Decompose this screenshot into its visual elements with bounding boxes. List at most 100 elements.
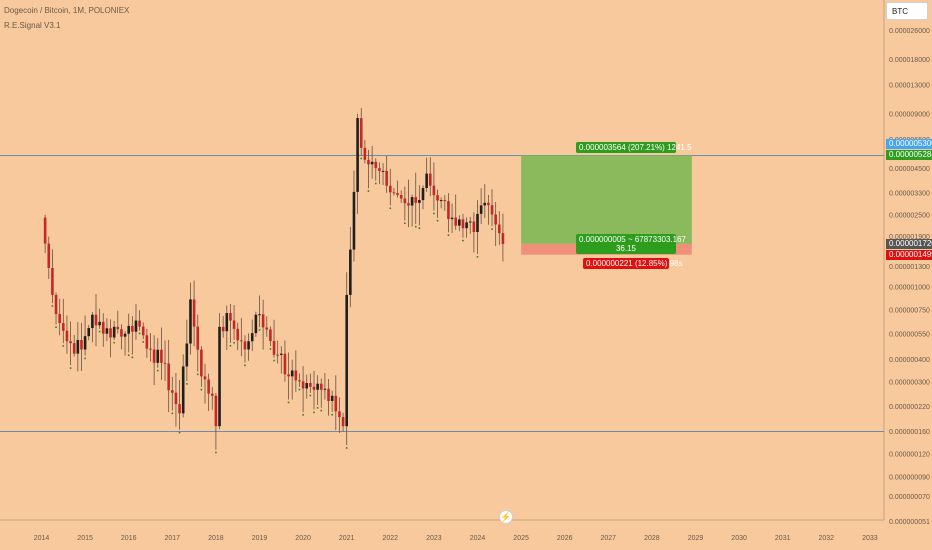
candle-body: [479, 205, 483, 214]
x-tick-label: 2033: [862, 535, 878, 542]
candle-body: [407, 203, 410, 206]
x-tick-label: 2020: [295, 535, 311, 542]
candle-body: [207, 379, 210, 394]
y-tick-label: 0.000009000: [889, 112, 930, 119]
x-tick-label: 2024: [470, 535, 486, 542]
candle-body: [254, 314, 258, 334]
signal-dot: [142, 341, 145, 343]
candle-body: [312, 386, 316, 390]
candle-body: [476, 213, 479, 233]
candle-body: [472, 221, 476, 233]
signal-dot: [200, 388, 203, 391]
candle-body: [323, 388, 327, 390]
signal-dot: [313, 411, 315, 414]
candle-body: [309, 383, 312, 387]
x-tick-label: 2014: [34, 535, 50, 542]
signal-dot: [462, 239, 464, 242]
candle-body: [47, 243, 51, 268]
x-tick-label: 2029: [688, 535, 704, 542]
candle-body: [243, 341, 247, 350]
signal-dot: [178, 431, 181, 434]
candle-body: [250, 333, 254, 342]
y-tick-label: 0.000001000: [889, 285, 930, 292]
candle-body: [69, 341, 72, 344]
y-tick-label: 0.000000400: [889, 357, 930, 364]
signal-dot: [131, 356, 134, 359]
lightning-icon[interactable]: ⚡: [499, 510, 513, 524]
signal-dot: [433, 212, 435, 215]
signal-dot: [418, 227, 421, 229]
y-tick-label: 0.000000090: [889, 474, 930, 481]
candle-body: [359, 118, 363, 148]
signal-dot: [138, 332, 141, 335]
x-tick-label: 2032: [819, 535, 835, 542]
candle-body: [265, 327, 269, 330]
candle-body: [214, 395, 218, 427]
candle-body: [403, 198, 407, 204]
signal-dot: [127, 354, 130, 356]
candle-body: [152, 349, 156, 363]
price-tag-target: 0.000005284: [886, 150, 932, 160]
candle-body: [156, 349, 160, 363]
candle-body: [258, 314, 261, 316]
candle-body: [374, 161, 378, 169]
indicator-label[interactable]: R.E.Signal V3.1: [4, 21, 61, 30]
candle-body: [494, 214, 497, 225]
candle-body: [236, 328, 239, 341]
candle-body: [112, 326, 116, 338]
candle-body: [232, 320, 236, 329]
position-stop-label: 0.000000221 (12.85%) 98s: [583, 258, 683, 269]
candle-body: [105, 328, 109, 334]
signal-dot: [309, 394, 312, 397]
candle-body: [454, 217, 457, 226]
candle-body: [62, 323, 65, 331]
signal-dot: [186, 383, 188, 385]
signal-dot: [229, 344, 232, 347]
candle-body: [87, 328, 91, 337]
price-tag-last: 0.000001720: [886, 239, 932, 249]
x-tick-label: 2019: [252, 535, 268, 542]
x-tick-label: 2030: [731, 535, 747, 542]
signal-dot: [156, 369, 159, 372]
candle-body: [428, 173, 432, 186]
position-entry-label: 0.000000005 ~ 67873303.167 36.15: [576, 234, 686, 254]
y-tick-label: 0.000026000: [889, 28, 930, 35]
y-tick-label: 0.000013000: [889, 83, 930, 90]
y-tick-label: 0.000003300: [889, 191, 930, 198]
candle-body: [131, 325, 134, 332]
candle-body: [370, 161, 374, 165]
candle-body: [218, 326, 221, 427]
candle-body: [221, 326, 225, 332]
candle-body: [261, 314, 265, 328]
position-entry-line1: 0.000000005 ~ 67873303.167: [579, 235, 686, 244]
signal-dot: [316, 407, 319, 409]
signal-dot: [476, 256, 479, 258]
y-tick-label: 0.000002500: [889, 212, 930, 219]
y-tick-label: 0.000000070: [889, 494, 930, 501]
candle-body: [54, 294, 58, 315]
y-tick-label: 0.000000220: [889, 404, 930, 411]
candle-body: [418, 200, 421, 203]
candle-body: [468, 221, 472, 223]
candle-body: [298, 380, 301, 382]
candle-body: [421, 188, 425, 201]
candle-body: [189, 299, 192, 344]
candle-body: [399, 195, 403, 199]
candle-body: [396, 193, 399, 196]
candle-body: [76, 339, 80, 354]
candle-body: [98, 321, 101, 326]
candle-body: [120, 329, 123, 337]
signal-dot: [374, 182, 377, 185]
y-tick-label: 0.000004500: [889, 166, 930, 173]
candle-body: [138, 320, 141, 327]
candle-body: [450, 217, 454, 220]
candle-body: [443, 200, 447, 202]
candle-body: [498, 224, 501, 234]
candle-body: [290, 370, 294, 377]
candle-body: [51, 267, 54, 295]
currency-button[interactable]: BTC: [886, 2, 928, 20]
candle-body: [349, 249, 352, 295]
signal-dot: [389, 207, 392, 210]
